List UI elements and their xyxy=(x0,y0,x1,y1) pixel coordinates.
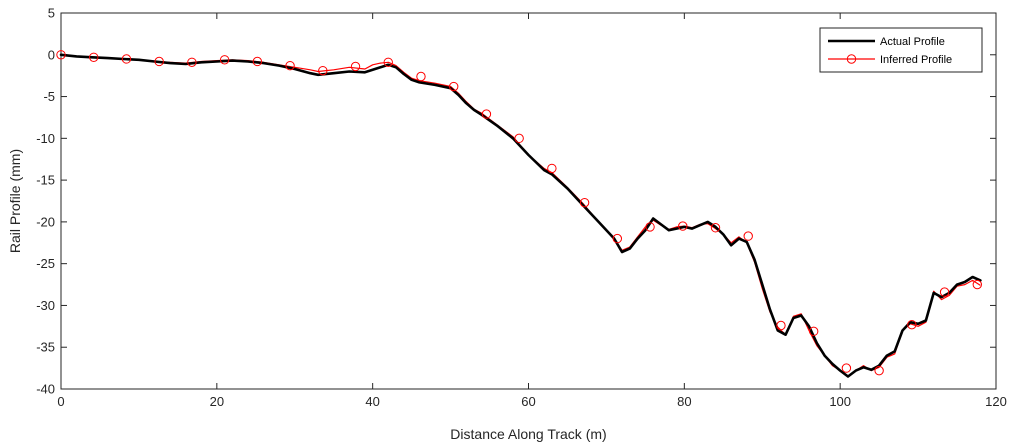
y-tick-label: -40 xyxy=(36,382,55,397)
legend-actual-label: Actual Profile xyxy=(880,36,945,48)
inferred-profile-marker xyxy=(252,56,263,67)
inferred-profile-marker xyxy=(449,81,459,92)
inferred-profile-marker xyxy=(219,55,230,65)
x-tick-label: 120 xyxy=(985,394,1007,409)
y-tick-label: -10 xyxy=(36,131,55,146)
inferred-profile-marker xyxy=(318,65,328,76)
inferred-profile-marker xyxy=(121,54,132,64)
x-axis-title: Distance Along Track (m) xyxy=(450,426,606,442)
inferred-profile-marker xyxy=(972,279,982,290)
legend-inferred-marker xyxy=(846,54,857,64)
inferred-profile-marker xyxy=(56,50,66,60)
x-tick-label: 40 xyxy=(365,394,379,409)
inferred-profile-marker xyxy=(939,287,950,297)
inferred-profile-marker xyxy=(907,319,917,330)
inferred-profile-marker xyxy=(743,231,753,241)
series-layer xyxy=(56,50,982,378)
inferred-profile-marker xyxy=(383,57,393,67)
x-tick-label: 60 xyxy=(521,394,535,409)
y-tick-label: -30 xyxy=(36,298,55,313)
inferred-profile-marker xyxy=(841,363,852,373)
y-tick-label: 0 xyxy=(48,47,55,62)
inferred-profile-marker xyxy=(645,222,655,232)
inferred-profile-marker xyxy=(678,221,688,231)
x-tick-label: 80 xyxy=(677,394,691,409)
inferred-profile-marker xyxy=(514,133,524,144)
inferred-profile-marker xyxy=(612,233,623,244)
y-tick-label: -15 xyxy=(36,173,55,188)
inferred-profile-marker xyxy=(285,60,295,71)
x-tick-label: 0 xyxy=(57,394,64,409)
axis-ticks: 0 20 40 60 80 100 120 5 0 -5 -10 -15 -20 -25 -30 -35 -40 xyxy=(36,6,1007,410)
y-tick-label: -5 xyxy=(43,89,55,104)
inferred-profile-marker xyxy=(89,52,99,62)
inferred-profile-marker xyxy=(579,197,590,208)
inferred-profile-marker xyxy=(808,326,819,337)
legend-box xyxy=(819,27,983,73)
inferred-profile-marker xyxy=(154,56,164,67)
inferred-profile-marker xyxy=(710,223,721,233)
inferred-profile-marker xyxy=(776,320,786,331)
inferred-profile-marker xyxy=(416,71,426,82)
inferred-profile-marker xyxy=(481,109,492,119)
inferred-profile-marker xyxy=(547,163,557,174)
inferred-profile-marker xyxy=(187,57,197,67)
plot-area-frame xyxy=(60,12,997,390)
y-tick-label: -20 xyxy=(36,214,55,229)
actual-profile-line xyxy=(59,53,982,378)
y-tick-label: 5 xyxy=(48,6,55,21)
legend: Actual Profile Inferred Profile xyxy=(819,27,983,73)
y-tick-label: -25 xyxy=(36,256,55,271)
inferred-profile-marker xyxy=(874,365,884,376)
y-tick-label: -35 xyxy=(36,340,55,355)
legend-inferred-label: Inferred Profile xyxy=(880,54,952,66)
y-axis-title: Rail Profile (mm) xyxy=(7,149,23,253)
x-tick-label: 100 xyxy=(829,394,851,409)
inferred-profile-marker xyxy=(350,61,361,72)
x-tick-label: 20 xyxy=(210,394,224,409)
